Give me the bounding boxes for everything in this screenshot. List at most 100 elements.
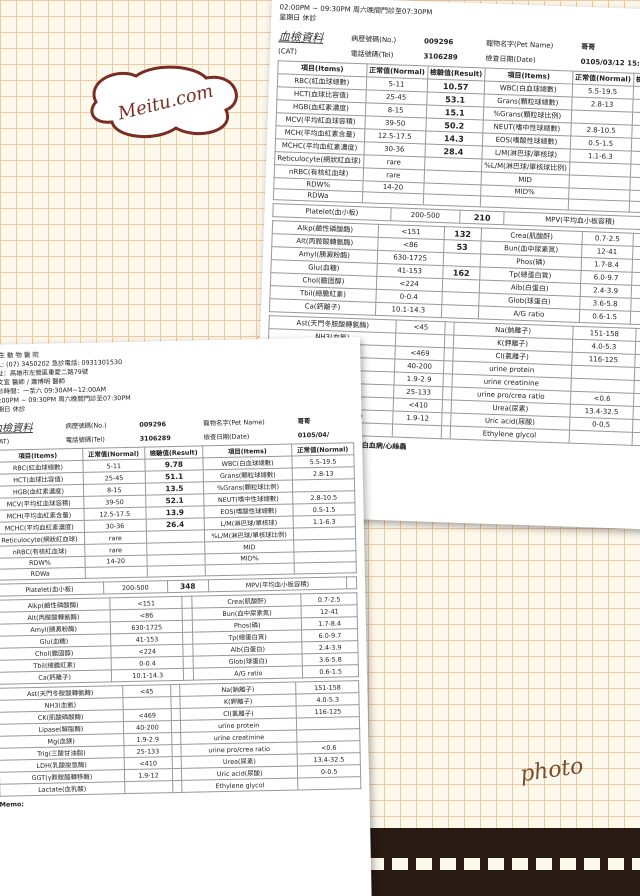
film-hole [464, 858, 480, 870]
film-strip [360, 828, 640, 896]
item-name [205, 563, 295, 576]
result-value: 132 [443, 226, 482, 241]
normal-range [122, 696, 172, 710]
item-name: RDWa [273, 188, 363, 203]
normal-range: 10.1-14.3 [111, 668, 184, 682]
normal-range: 40-200 [123, 720, 172, 734]
field-value: 0105/03/12 15:52:12 [580, 57, 640, 69]
normal-range: 1.9-12 [124, 768, 173, 782]
result-value [441, 291, 480, 306]
result-value [172, 768, 182, 781]
field-label: 寵物名字(Pet Name) [485, 39, 554, 50]
item-name: MPV(平均血小板容積) [504, 211, 640, 231]
result-value [170, 696, 180, 709]
normal-range [298, 776, 361, 790]
normal-range [346, 576, 357, 589]
film-hole [416, 858, 432, 870]
result-value [441, 304, 479, 319]
normal-range: 0.6-1.5 [579, 309, 631, 325]
sticker: Meitu.com [90, 65, 238, 139]
normal-range: 0.6-1.5 [302, 664, 359, 678]
result-value [171, 732, 181, 745]
field-value: 0105/04/ [297, 430, 330, 439]
item-name: Ethylene glycol [181, 777, 299, 793]
field-label: 病歷號碼(No.) [65, 421, 107, 431]
result-value [170, 684, 180, 697]
normal-range [392, 423, 442, 439]
result-value [422, 193, 481, 207]
field-label: 電話號碼(Tel) [65, 435, 105, 445]
photo-text: photo [518, 753, 586, 788]
result-table: 項目(Items) 正常值(Normal) 檢驗值(Result) 項目(Items)… [0, 442, 357, 581]
normal-range [84, 566, 148, 579]
normal-range: <45 [122, 684, 171, 698]
film-hole [440, 858, 456, 870]
result-table: Ast(天門冬胺酸轉氨酶) <45 Na(鈉離子) 151-158 NH3(血氨) K(鉀… [0, 680, 361, 797]
film-hole [632, 858, 640, 870]
result-value [172, 756, 182, 769]
item-name: Ca(鈣離子) [269, 298, 376, 316]
item-name: Platelet(血小板) [272, 203, 391, 221]
result-value [628, 201, 640, 215]
result-value: 53 [443, 239, 481, 254]
species: (CAT) [277, 47, 298, 56]
normal-range [567, 198, 630, 213]
film-hole [368, 858, 384, 870]
item-name: A/G ratio [193, 665, 304, 681]
result-table: Alkp(鹼性磷酸酶)<151132Crea(肌酸酐)0.7-2.52.4Alt… [269, 220, 640, 326]
field-value: 009296 [423, 37, 454, 47]
field-label: 病歷號碼(No.) [351, 34, 397, 45]
result-value [441, 278, 480, 293]
result-value [182, 620, 193, 633]
result-table: 項目(Items) 正常值(Normal) 檢驗值(Result) 項目(Items)… [273, 60, 640, 215]
species: (CAT) [0, 436, 10, 446]
field-value: 3106289 [139, 433, 171, 443]
field-label: 檢查日期(Date) [485, 54, 536, 65]
normal-range: 10.1-14.3 [375, 302, 442, 318]
field-value: 009296 [139, 419, 167, 429]
normal-range: 200-500 [390, 207, 461, 224]
result-value [146, 564, 206, 578]
result-value: 210 [459, 210, 505, 225]
normal-range [124, 780, 173, 794]
result-value [181, 596, 193, 609]
report-title: 血檢資料 [278, 30, 324, 45]
normal-range [294, 561, 357, 575]
result-value [171, 744, 181, 757]
film-hole [608, 858, 624, 870]
normal-range [568, 430, 633, 446]
film-hole [584, 858, 600, 870]
item-name: RDWa [0, 567, 86, 581]
item-name: Ethylene glycol [449, 425, 570, 444]
film-hole [536, 858, 552, 870]
result-value: 162 [442, 265, 481, 280]
result-value [442, 252, 481, 267]
film-hole [488, 858, 504, 870]
field-label: 電話號碼(Tel) [350, 49, 394, 60]
normal-range: 25-133 [123, 744, 173, 758]
record-info: 血檢資料 病歷號碼(No.) 009296 寵物名字(Pet Name) 哥哥 (CAT)… [0, 412, 354, 446]
result-value [629, 311, 640, 326]
film-hole [512, 858, 528, 870]
result-value [171, 708, 181, 721]
field-label: 檢查日期(Date) [203, 432, 250, 442]
field-value: 哥哥 [297, 417, 311, 426]
normal-range: <410 [123, 756, 173, 770]
film-hole [392, 858, 408, 870]
item-name: A/G ratio [478, 305, 580, 323]
result-table: Alkp(鹼性磷酸酶) <151 Crea(肌酸酐) 0.7-2.5 Alt(丙胺酸轉氨… [0, 592, 359, 685]
item-name: MPV(平均血小板容積) [208, 576, 347, 592]
item-name: Ca(鈣離子) [0, 669, 112, 685]
item-name: Lactate(血乳酸) [0, 781, 125, 797]
normal-range [361, 191, 424, 205]
field-value: 3106289 [423, 52, 458, 62]
result-value [182, 608, 193, 621]
field-label: 寵物名字(Pet Name) [203, 418, 265, 428]
normal-range: 1.9-2.9 [123, 732, 172, 746]
result-value [172, 780, 182, 793]
item-name [480, 195, 569, 210]
report-title: 血檢資料 [0, 421, 33, 435]
